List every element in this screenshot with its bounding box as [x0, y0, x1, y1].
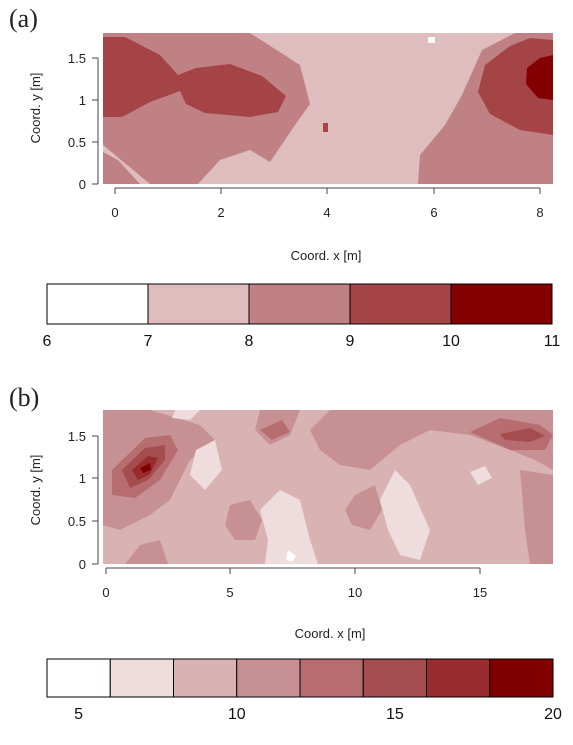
colorbar-a: 6 7 8 9 10 11 [43, 283, 561, 350]
y-axis-title: Coord. y [m] [28, 455, 43, 526]
contour-map-a: 0 2 4 6 8 Coord. x [m] 0 0.5 1 1.5 Coord… [28, 33, 561, 350]
colorbar-segment [236, 658, 301, 698]
colorbar-tick-label: 10 [442, 333, 460, 350]
contour-plot-area-b [103, 410, 553, 564]
x-axis-a: 0 2 4 6 8 Coord. x [m] [111, 187, 544, 263]
contour-level-10-11 [526, 55, 553, 100]
x-tick-label: 4 [323, 205, 330, 220]
y-axis-title: Coord. y [m] [28, 73, 43, 144]
contour-level-6-7 [428, 37, 435, 43]
contour-level-12-14 [260, 420, 290, 440]
contour-level-8-9 [103, 152, 140, 184]
colorbar-segment [109, 658, 174, 698]
colorbar-segment [173, 658, 238, 698]
colorbar-segment [349, 283, 452, 325]
panel-b-label: (b) [9, 383, 40, 412]
contour-level-10-12 [225, 500, 262, 540]
colorbar-tick-label: 20 [544, 706, 562, 723]
colorbar-tick-label: 11 [544, 333, 561, 350]
x-tick-label: 15 [473, 585, 487, 600]
colorbar-tick-label: 15 [386, 706, 404, 723]
contour-level-8-10-light [190, 440, 222, 490]
y-axis-b: 0 0.5 1 1.5 Coord. y [m] [28, 429, 99, 572]
contour-map-b: 0 5 10 15 Coord. x [m] 0 0.5 1 1.5 Coord… [28, 410, 562, 723]
y-tick-label: 0 [79, 557, 86, 572]
contour-level-8-10-light [380, 470, 430, 560]
colorbar-tick-label: 6 [43, 333, 52, 350]
x-tick-label: 8 [536, 205, 543, 220]
contour-plot-area-a [103, 33, 553, 184]
x-tick-label: 0 [102, 585, 109, 600]
x-axis-b: 0 5 10 15 Coord. x [m] [102, 567, 487, 641]
colorbar-tick-label: 5 [74, 706, 83, 723]
contour-level-8-10-light [260, 490, 318, 564]
y-tick-label: 1 [79, 471, 86, 486]
contour-level-4-6 [286, 550, 296, 562]
colorbar-segment [362, 658, 427, 698]
x-tick-label: 0 [111, 205, 118, 220]
contour-level-10-12 [345, 485, 382, 530]
colorbar-b: 5 10 15 20 [46, 658, 562, 723]
colorbar-segment [46, 283, 149, 325]
colorbar-segment [46, 658, 111, 698]
contour-level-9-10 [103, 37, 286, 117]
contour-level-9-10 [478, 38, 553, 135]
panel-a-label: (a) [9, 4, 38, 33]
colorbar-segment [248, 283, 351, 325]
colorbar-tick-label: 7 [144, 333, 153, 350]
colorbar-tick-label: 10 [228, 706, 246, 723]
y-tick-label: 1.5 [68, 51, 86, 66]
y-tick-label: 0 [79, 177, 86, 192]
colorbar-segment [426, 658, 491, 698]
y-tick-label: 1 [79, 93, 86, 108]
colorbar-segment [489, 658, 554, 698]
colorbar-tick-label: 8 [245, 333, 254, 350]
y-tick-label: 0.5 [68, 514, 86, 529]
colorbar-segment [299, 658, 364, 698]
colorbar-tick-label: 9 [346, 333, 355, 350]
contour-level-10-12 [125, 540, 168, 564]
x-tick-label: 6 [430, 205, 437, 220]
contour-level-18-20 [140, 463, 151, 473]
x-tick-label: 5 [226, 585, 233, 600]
contour-level-10-12 [520, 470, 553, 564]
colorbar-segment [147, 283, 250, 325]
colorbar-segment [450, 283, 553, 325]
contour-level-8-10-light [172, 410, 200, 420]
y-tick-label: 1.5 [68, 429, 86, 444]
x-axis-title: Coord. x [m] [295, 626, 366, 641]
contour-level-9-10 [323, 123, 328, 132]
y-axis-a: 0 0.5 1 1.5 Coord. y [m] [28, 51, 99, 192]
contour-level-8-10-light [470, 466, 492, 485]
x-axis-title: Coord. x [m] [291, 248, 362, 263]
y-tick-label: 0.5 [68, 135, 86, 150]
contour-level-14-16 [500, 428, 545, 442]
x-tick-label: 2 [217, 205, 224, 220]
x-tick-label: 10 [348, 585, 362, 600]
